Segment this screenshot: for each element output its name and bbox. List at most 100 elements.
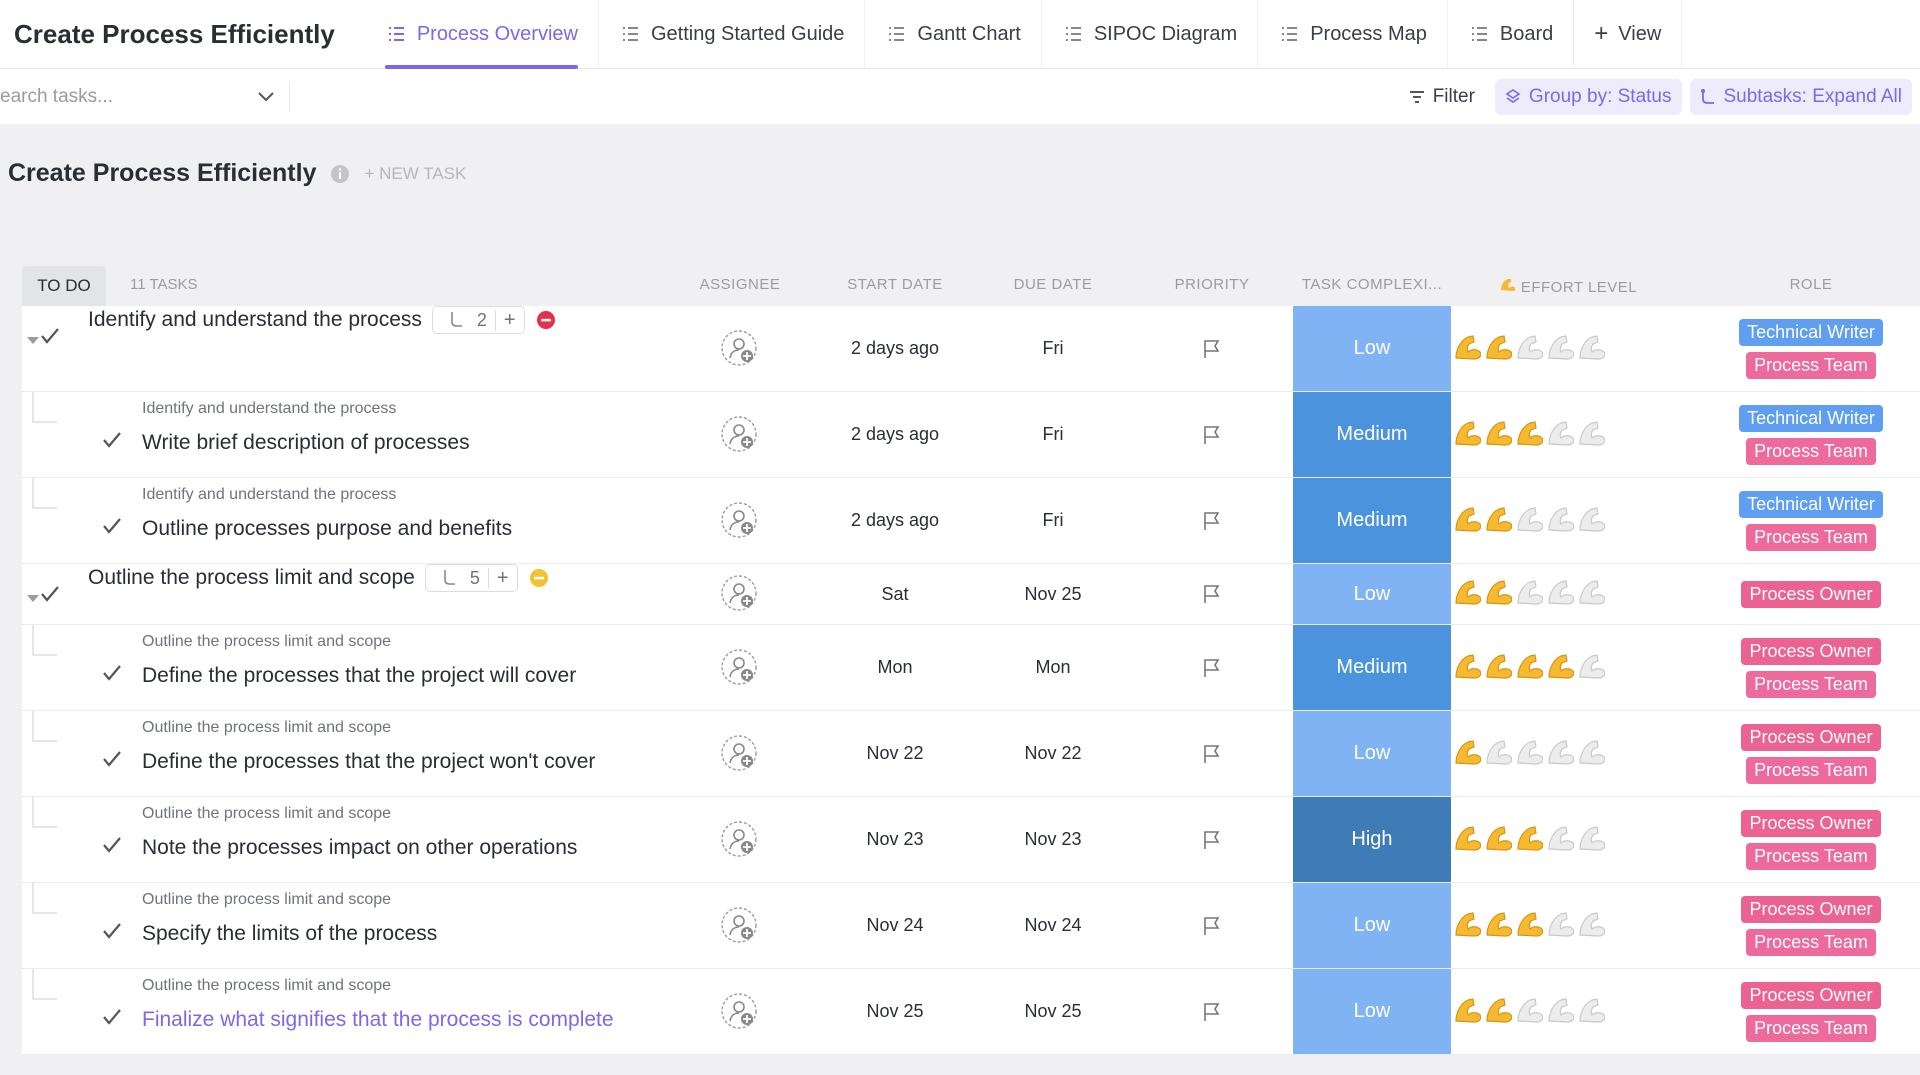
due-date: Nov 25 [1024,1001,1082,1021]
effort-empty [1515,995,1543,1029]
tree-line [32,478,58,543]
effort-rating [1453,737,1605,771]
tab[interactable]: Board [1448,0,1575,69]
priority-flag [1203,1002,1221,1022]
assign-button [720,906,760,946]
effort-filled [1453,823,1481,857]
start-date: Nov 24 [866,915,924,935]
role-cell: Process Owner Process Team [1702,969,1920,1054]
assignee-cell [690,478,790,563]
effort-empty [1546,418,1574,452]
check [102,431,122,454]
task-name: Note the processes impact on other opera… [142,836,578,859]
check [40,327,60,350]
assign-button [720,648,760,688]
tab-label: Getting Started Guide [650,22,845,45]
collapse-caret [26,591,40,609]
tabs: Process Overview Getting Started Guide Gan… [365,0,1575,69]
add-subtask[interactable]: + [503,308,516,331]
role-tag: Process Team [1746,523,1876,551]
status-pill: TO DO [22,266,106,306]
effort-cell [1453,797,1683,882]
subtask-row[interactable]: Outline the process limit and scope Defin… [22,625,1920,711]
tab[interactable]: Process Overview [365,0,599,69]
icon [619,23,641,45]
tab[interactable]: Getting Started Guide [599,0,866,69]
priority-flag [1203,425,1221,445]
priority-flag [1203,830,1221,850]
tree-line [32,969,58,1034]
role-tag: Technical Writer [1739,318,1883,346]
effort-filled [1515,909,1543,943]
effort-rating [1453,577,1605,611]
add-subtask[interactable]: + [496,566,509,589]
effort-empty [1577,418,1605,452]
role-tag: Process Team [1746,351,1876,379]
filter[interactable]: Filter [1409,86,1475,108]
parent-task-label: Outline the process limit and scope [142,719,392,736]
task-name-cell: Identify and understand the process Outli… [22,478,1920,557]
effort-rating [1453,823,1605,857]
task-row[interactable]: Identify and understand the process 2 +2 d… [22,306,1920,392]
effort-filled [1484,332,1512,366]
tab[interactable]: Process Map [1258,0,1448,69]
tab-label: Gantt Chart [917,22,1021,45]
role-tag: Process Team [1746,842,1876,870]
priority-cell [1131,969,1293,1054]
task-row[interactable]: Outline the process limit and scope 5 + Sat… [22,564,1920,625]
subtask-count[interactable]: 2 + [431,306,525,334]
priority-flag [1203,584,1221,604]
role-tag: Process Team [1746,670,1876,698]
column-header: TASK COMPLEXI... [1293,276,1451,293]
due-date-cell: Nov 25 [975,564,1131,624]
column-label: PRIORITY [1174,276,1250,293]
subtask-row[interactable]: Identify and understand the process Write… [22,392,1920,478]
effort-filled [1453,909,1481,943]
subtask-count-inner: 5 [426,567,489,589]
subtask-row[interactable]: Outline the process limit and scope Defin… [22,711,1920,797]
effort-filled [1484,909,1512,943]
role-tag: Technical Writer [1739,404,1883,432]
task-name: Outline the process limit and scope [88,566,415,589]
add-view[interactable]: + View [1574,0,1683,69]
start-date: Nov 23 [866,829,924,849]
subtasks-toggle[interactable]: Subtasks: Expand All [1689,78,1912,115]
search[interactable]: earch tasks... [0,81,290,112]
priority-cell [1131,564,1293,624]
check [102,836,122,859]
effort-icon [1499,276,1517,292]
subtasks-label: Subtasks: Expand All [1723,85,1903,107]
effort-filled [1453,418,1481,452]
priority-flag [1203,916,1221,936]
complexity-cell: Low [1293,306,1451,391]
due-date-cell: Nov 22 [975,711,1131,796]
due-date: Nov 22 [1024,743,1082,763]
complexity: High [1351,828,1393,850]
subtask-row[interactable]: Outline the process limit and scope Speci… [22,883,1920,969]
subtask-row[interactable]: Outline the process limit and scope Note … [22,797,1920,883]
subtask-row[interactable]: Identify and understand the process Outli… [22,478,1920,564]
assignee-cell [690,797,790,882]
task-name[interactable]: Finalize what signifies that the process… [142,1008,614,1031]
effort-filled [1484,418,1512,452]
effort-empty [1546,504,1574,538]
icon [385,23,407,45]
subtask-count[interactable]: 5 + [424,564,518,592]
tree-line [32,883,58,948]
column-label: TASK COMPLEXI... [1301,276,1443,293]
subtask-row[interactable]: Outline the process limit and scope Final… [22,969,1920,1055]
group-by[interactable]: Group by: Status [1494,78,1682,115]
due-date-cell: Nov 25 [975,969,1131,1054]
new-task[interactable]: + NEW TASK [364,163,467,183]
role-tag: Process Owner [1741,809,1881,837]
role-tag: Process Team [1746,756,1876,784]
role-tag: Process Team [1746,928,1876,956]
column-header: DUE DATE [975,276,1131,293]
assignee-cell [690,625,790,710]
column-label: DUE DATE [1013,276,1093,293]
effort-rating [1453,332,1605,366]
tab[interactable]: Gantt Chart [865,0,1042,69]
check [102,1008,122,1031]
tab[interactable]: SIPOC Diagram [1042,0,1259,69]
role-tag: Process Owner [1741,723,1881,751]
